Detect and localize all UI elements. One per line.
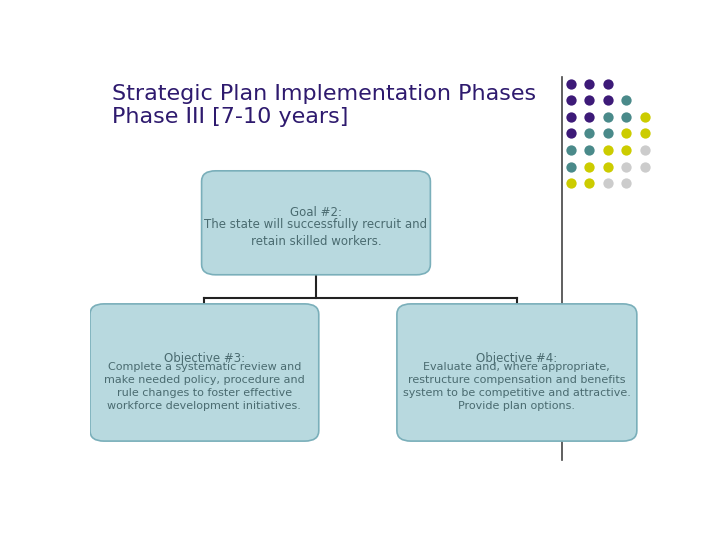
Point [602, 96, 613, 104]
Point [602, 129, 613, 138]
Text: Objective #4:: Objective #4: [476, 352, 557, 365]
Point [565, 163, 577, 171]
Point [602, 146, 613, 154]
Point [584, 129, 595, 138]
Point [565, 179, 577, 187]
Point [584, 112, 595, 121]
Point [621, 112, 632, 121]
Point [621, 163, 632, 171]
Point [584, 79, 595, 88]
Point [565, 146, 577, 154]
Point [621, 146, 632, 154]
Point [602, 163, 613, 171]
Point [621, 96, 632, 104]
Point [584, 179, 595, 187]
Point [565, 79, 577, 88]
Point [639, 112, 650, 121]
FancyBboxPatch shape [397, 304, 637, 441]
Point [584, 146, 595, 154]
Text: The state will successfully recruit and
retain skilled workers.: The state will successfully recruit and … [204, 218, 428, 248]
Point [621, 179, 632, 187]
FancyBboxPatch shape [202, 171, 431, 275]
Point [565, 96, 577, 104]
Text: Complete a systematic review and
make needed policy, procedure and
rule changes : Complete a systematic review and make ne… [104, 362, 305, 411]
Point [639, 129, 650, 138]
Text: Evaluate and, where appropriate,
restructure compensation and benefits
system to: Evaluate and, where appropriate, restruc… [403, 362, 631, 411]
Point [602, 179, 613, 187]
Point [639, 146, 650, 154]
Point [565, 112, 577, 121]
Point [639, 163, 650, 171]
Point [602, 112, 613, 121]
Point [584, 96, 595, 104]
Point [565, 129, 577, 138]
Text: Strategic Plan Implementation Phases
Phase III [7-10 years]: Strategic Plan Implementation Phases Pha… [112, 84, 536, 127]
Text: Goal #2:: Goal #2: [290, 206, 342, 219]
Point [584, 163, 595, 171]
Text: Objective #3:: Objective #3: [164, 352, 245, 365]
Point [602, 79, 613, 88]
FancyBboxPatch shape [90, 304, 319, 441]
Point [621, 129, 632, 138]
